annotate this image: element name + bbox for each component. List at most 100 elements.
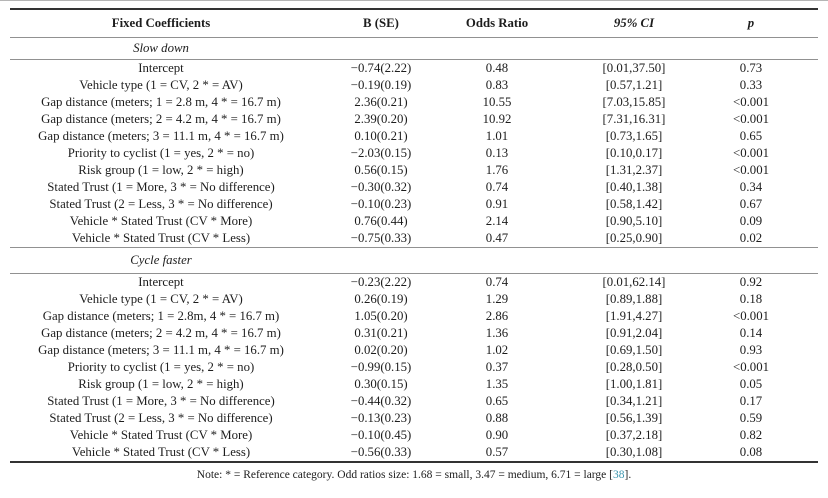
table-row: Priority to cyclist (1 = yes, 2 * = no) −… <box>10 145 818 162</box>
coefficient-label: Vehicle * Stated Trust (CV * Less) <box>71 230 251 245</box>
value-cell: [0.57,1.21] <box>605 77 663 92</box>
value-cell: 0.05 <box>739 376 763 391</box>
page-edge-rule <box>0 0 828 1</box>
table-row: Gap distance (meters; 3 = 11.1 m, 4 * = … <box>10 128 818 145</box>
value-cell: 0.09 <box>739 213 763 228</box>
value-cell: 0.48 <box>485 60 509 75</box>
value-cell: 0.47 <box>485 230 509 245</box>
value-cell: 1.01 <box>485 128 509 143</box>
value-cell: 0.02 <box>739 230 763 245</box>
table-row: Priority to cyclist (1 = yes, 2 * = no) −… <box>10 359 818 376</box>
section-title-row: Slow down <box>10 37 818 59</box>
empty-cell <box>312 37 450 59</box>
value-cell: −0.99(0.15) <box>350 359 412 374</box>
value-cell: −0.13(0.23) <box>350 410 412 425</box>
value-cell: 0.74 <box>485 274 509 289</box>
value-cell: [1.31,2.37] <box>605 162 663 177</box>
value-cell: [0.37,2.18] <box>605 427 663 442</box>
section-title: Slow down <box>133 40 189 55</box>
value-cell: [0.10,0.17] <box>605 145 663 160</box>
value-cell: 10.55 <box>482 94 512 109</box>
value-cell: 0.65 <box>485 393 509 408</box>
note-text-end: ]. <box>624 468 632 481</box>
value-cell: 1.05(0.20) <box>354 308 408 323</box>
table-row: Vehicle * Stated Trust (CV * Less) −0.56(… <box>10 444 818 462</box>
value-cell: 0.18 <box>739 291 763 306</box>
coefficient-label: Gap distance (meters; 2 = 4.2 m, 4 * = 1… <box>41 325 281 340</box>
value-cell: −0.75(0.33) <box>350 230 412 245</box>
coefficient-label: Gap distance (meters; 3 = 11.1 m, 4 * = … <box>38 342 284 357</box>
empty-cell <box>450 247 544 273</box>
table-row: Gap distance (meters; 1 = 2.8m, 4 * = 16… <box>10 308 818 325</box>
value-cell: −0.19(0.19) <box>350 77 412 92</box>
value-cell: 1.76 <box>485 162 509 177</box>
coefficient-label: Stated Trust (2 = Less, 3 * = No differe… <box>49 410 273 425</box>
coefficient-label: Vehicle * Stated Trust (CV * More) <box>69 213 253 228</box>
empty-cell <box>724 37 818 59</box>
value-cell: [0.30,1.08] <box>605 444 663 459</box>
value-cell: −0.10(0.45) <box>350 427 412 442</box>
value-cell: 0.93 <box>739 342 763 357</box>
table-note: Note: * = Reference category. Odd ratios… <box>0 469 828 481</box>
coefficient-label: Priority to cyclist (1 = yes, 2 * = no) <box>67 359 255 374</box>
value-cell: 0.13 <box>485 145 509 160</box>
value-cell: 0.30(0.15) <box>354 376 408 391</box>
value-cell: 0.37 <box>485 359 509 374</box>
table-row: Stated Trust (2 = Less, 3 * = No differe… <box>10 196 818 213</box>
value-cell: 0.92 <box>739 274 763 289</box>
table-row: Gap distance (meters; 1 = 2.8 m, 4 * = 1… <box>10 94 818 111</box>
value-cell: [0.90,5.10] <box>605 213 663 228</box>
value-cell: 0.56(0.15) <box>354 162 408 177</box>
column-header-b-se: B (SE) <box>363 16 399 31</box>
value-cell: 0.91 <box>485 196 509 211</box>
value-cell: 0.88 <box>485 410 509 425</box>
value-cell: 0.14 <box>739 325 763 340</box>
value-cell: [0.40,1.38] <box>605 179 663 194</box>
value-cell: <0.001 <box>732 359 769 374</box>
coefficient-label: Risk group (1 = low, 2 * = high) <box>78 162 244 177</box>
empty-cell <box>544 247 724 273</box>
table-header-row: Fixed Coefficients B (SE) Odds Ratio 95%… <box>10 9 818 37</box>
section-title-row: Cycle faster <box>10 247 818 273</box>
coefficient-label: Vehicle type (1 = CV, 2 * = AV) <box>79 77 243 92</box>
value-cell: 0.90 <box>485 427 509 442</box>
value-cell: 0.31(0.21) <box>354 325 408 340</box>
value-cell: 0.67 <box>739 196 763 211</box>
table-row: Vehicle type (1 = CV, 2 * = AV) −0.19(0.1… <box>10 77 818 94</box>
value-cell: [1.91,4.27] <box>605 308 663 323</box>
table-row: Vehicle type (1 = CV, 2 * = AV) 0.26(0.19… <box>10 291 818 308</box>
coefficient-label: Vehicle * Stated Trust (CV * More) <box>69 427 253 442</box>
value-cell: 0.10(0.21) <box>354 128 408 143</box>
value-cell: 0.59 <box>739 410 763 425</box>
coefficient-label: Gap distance (meters; 1 = 2.8 m, 4 * = 1… <box>41 94 281 109</box>
citation-link-38[interactable]: 38 <box>612 468 625 481</box>
coefficient-label: Stated Trust (1 = More, 3 * = No differe… <box>47 179 275 194</box>
coefficient-label: Gap distance (meters; 2 = 4.2 m, 4 * = 1… <box>41 111 281 126</box>
value-cell: −0.44(0.32) <box>350 393 412 408</box>
value-cell: [0.69,1.50] <box>605 342 663 357</box>
table-row: Gap distance (meters; 3 = 11.1 m, 4 * = … <box>10 342 818 359</box>
table-row: Intercept −0.23(2.22) 0.74 [0.01,62.14] 0.92 <box>10 273 818 291</box>
empty-cell <box>312 247 450 273</box>
value-cell: 2.86 <box>485 308 509 323</box>
table-row: Vehicle * Stated Trust (CV * More) −0.10(… <box>10 427 818 444</box>
coefficient-label: Gap distance (meters; 3 = 11.1 m, 4 * = … <box>38 128 284 143</box>
value-cell: [0.56,1.39] <box>605 410 663 425</box>
value-cell: 2.39(0.20) <box>354 111 408 126</box>
coefficient-label: Risk group (1 = low, 2 * = high) <box>78 376 244 391</box>
table-row: Vehicle * Stated Trust (CV * Less) −0.75(… <box>10 230 818 248</box>
value-cell: 2.36(0.21) <box>354 94 408 109</box>
value-cell: −0.23(2.22) <box>350 274 412 289</box>
value-cell: 0.83 <box>485 77 509 92</box>
coefficient-label: Intercept <box>138 60 184 75</box>
table-row: Intercept −0.74(2.22) 0.48 [0.01,37.50] 0.73 <box>10 59 818 77</box>
value-cell: 0.73 <box>739 60 763 75</box>
value-cell: 0.33 <box>739 77 763 92</box>
value-cell: −2.03(0.15) <box>350 145 412 160</box>
value-cell: 0.74 <box>485 179 509 194</box>
value-cell: −0.74(2.22) <box>350 60 412 75</box>
column-header-p: p <box>747 16 755 31</box>
value-cell: 2.14 <box>485 213 509 228</box>
coefficient-label: Stated Trust (2 = Less, 3 * = No differe… <box>49 196 273 211</box>
coefficient-label: Vehicle type (1 = CV, 2 * = AV) <box>79 291 243 306</box>
